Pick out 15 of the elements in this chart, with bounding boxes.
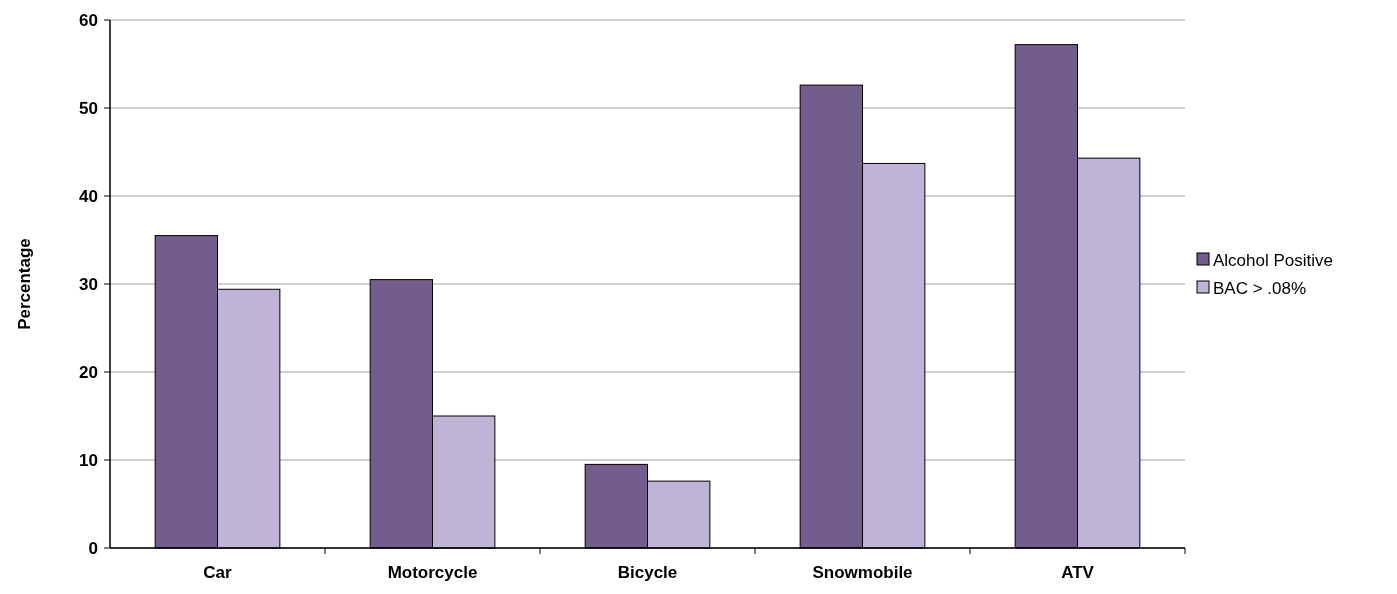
x-tick-label: Snowmobile	[812, 563, 913, 582]
y-axis-title: Percentage	[15, 238, 34, 330]
y-tick-label: 50	[79, 98, 98, 118]
y-tick-label: 40	[79, 186, 98, 206]
x-tick-label: Car	[203, 563, 233, 582]
y-tick-label: 30	[79, 274, 98, 294]
y-tick-label: 60	[79, 10, 98, 30]
legend-label: Alcohol Positive	[1213, 250, 1334, 270]
y-tick-label: 10	[79, 450, 98, 470]
y-tick-label: 20	[79, 362, 98, 382]
y-tick-label: 0	[88, 538, 98, 558]
x-tick-label: ATV	[1061, 563, 1095, 582]
legend-label: BAC > .08%	[1213, 278, 1307, 298]
x-tick-label: Motorcycle	[387, 563, 478, 582]
x-tick-label: Bicycle	[617, 563, 678, 582]
